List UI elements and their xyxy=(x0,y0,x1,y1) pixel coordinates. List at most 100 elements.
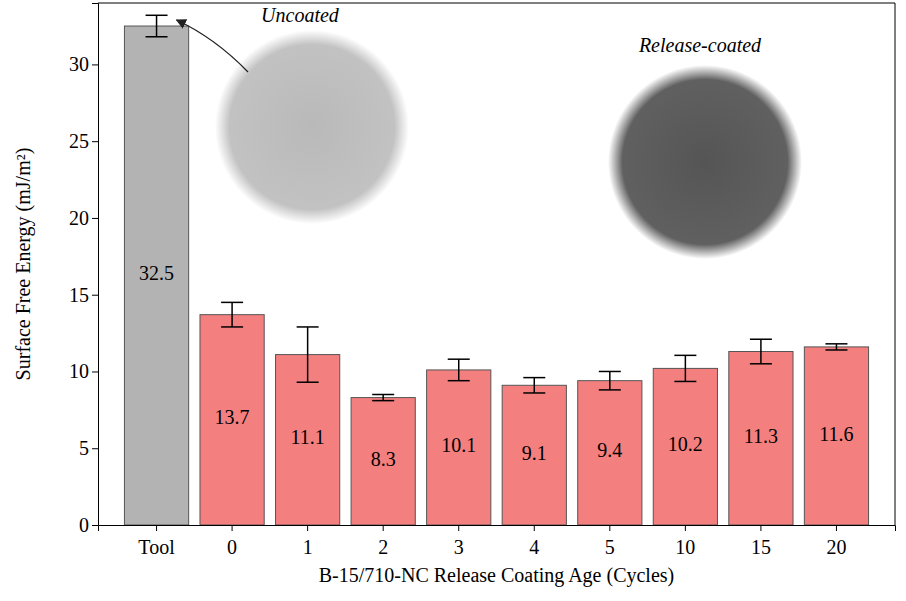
x-tick-label: 0 xyxy=(227,536,237,558)
error-bar xyxy=(674,355,696,381)
x-axis-line xyxy=(99,526,896,532)
data-label: 10.1 xyxy=(441,434,476,456)
error-bar-stem xyxy=(231,302,233,327)
y-tick-mark xyxy=(92,525,98,526)
error-bar-cap xyxy=(750,338,772,340)
y-axis: 0 5 10 15 20 25 30 xyxy=(69,4,99,536)
x-tick-label: 15 xyxy=(751,536,771,558)
y-tick-label: 25 xyxy=(69,130,89,152)
error-bar xyxy=(750,339,772,364)
error-bar xyxy=(448,359,470,380)
error-bar-cap xyxy=(523,392,545,394)
y-tick: 10 xyxy=(69,360,98,382)
x-tick: 1 xyxy=(303,525,313,558)
error-bar-stem xyxy=(836,344,838,350)
bar xyxy=(351,398,415,525)
x-tick-mark xyxy=(383,525,384,531)
error-bar-cap xyxy=(448,358,470,360)
y-tick: 15 xyxy=(69,284,98,306)
arrow xyxy=(177,20,248,72)
y-axis-line xyxy=(92,4,99,526)
data-label: 11.3 xyxy=(744,425,778,447)
x-tick-mark xyxy=(836,525,837,531)
x-tick-label: 10 xyxy=(675,536,695,558)
error-bar-stem xyxy=(534,378,536,393)
x-tick: 2 xyxy=(378,525,388,558)
y-tick-label: 20 xyxy=(69,207,89,229)
x-tick: Tool xyxy=(138,525,175,558)
x-tick-label: Tool xyxy=(138,536,175,558)
bar xyxy=(729,352,793,525)
x-tick-label: 20 xyxy=(826,536,846,558)
error-bar-stem xyxy=(307,327,309,382)
x-tick-label: 4 xyxy=(529,536,539,558)
x-tick: 20 xyxy=(826,525,846,558)
error-bar xyxy=(146,15,168,36)
x-tick-mark xyxy=(156,525,157,531)
y-tick-label: 30 xyxy=(69,53,89,75)
data-label: 9.1 xyxy=(522,442,547,464)
y-tick: 0 xyxy=(79,514,98,536)
error-bar xyxy=(523,378,545,393)
error-bar xyxy=(825,344,847,350)
x-tick-mark xyxy=(760,525,761,531)
x-tick-label: 2 xyxy=(378,536,388,558)
data-label: 9.4 xyxy=(597,439,622,461)
y-tick-mark xyxy=(92,218,98,219)
x-tick-mark xyxy=(609,525,610,531)
error-bar xyxy=(599,371,621,389)
data-label: 10.2 xyxy=(668,433,703,455)
bar xyxy=(804,347,868,525)
data-labels: 32.513.711.18.310.19.19.410.211.311.6 xyxy=(139,262,854,470)
data-label: 11.1 xyxy=(291,426,325,448)
bar xyxy=(578,381,642,525)
annotation: Uncoated xyxy=(261,4,340,26)
error-bar-cap xyxy=(297,381,319,383)
plot-frame xyxy=(98,3,895,525)
y-tick-mark xyxy=(92,371,98,372)
y-tick-mark xyxy=(92,448,98,449)
error-bar-stem xyxy=(156,15,158,36)
error-bar-cap xyxy=(146,15,168,17)
x-tick: 3 xyxy=(454,525,464,558)
y-axis-title: Surface Free Energy (mJ/m²) xyxy=(12,148,35,381)
bar xyxy=(124,26,188,525)
x-tick-mark xyxy=(534,525,535,531)
error-bar-cap xyxy=(825,343,847,345)
x-tick-mark xyxy=(685,525,686,531)
error-bar-cap xyxy=(825,349,847,351)
error-bar-stem xyxy=(609,371,611,389)
error-bar-stem xyxy=(760,339,762,364)
x-tick: 10 xyxy=(675,525,695,558)
insets xyxy=(215,30,802,259)
y-tick-mark xyxy=(92,141,98,142)
error-bar-cap xyxy=(372,400,394,402)
error-bar xyxy=(221,302,243,327)
error-bar-cap xyxy=(599,389,621,391)
inset-coated xyxy=(608,65,802,259)
x-tick-mark xyxy=(232,525,233,531)
annotation: Release-coated xyxy=(638,34,762,56)
y-tick-mark xyxy=(92,295,98,296)
error-bar-stem xyxy=(685,355,687,381)
annotations: Uncoated Release-coated xyxy=(261,4,762,56)
y-tick: 5 xyxy=(79,437,98,459)
error-bar xyxy=(372,395,394,401)
y-tick-mark xyxy=(92,64,98,65)
y-tick-label: 10 xyxy=(69,360,89,382)
error-bar-stem xyxy=(458,359,460,380)
error-bar-cap xyxy=(221,302,243,304)
error-bar-cap xyxy=(448,380,470,382)
x-tick: 0 xyxy=(227,525,237,558)
y-tick: 30 xyxy=(69,53,98,75)
x-tick: 15 xyxy=(751,525,771,558)
x-tick-mark xyxy=(307,525,308,531)
error-bar-stem xyxy=(382,395,384,401)
data-label: 8.3 xyxy=(371,448,396,470)
bar xyxy=(200,315,264,525)
marks xyxy=(124,15,868,525)
x-tick-label: 3 xyxy=(454,536,464,558)
error-bar-cap xyxy=(674,381,696,383)
data-label: 32.5 xyxy=(139,262,174,284)
bar xyxy=(427,370,491,525)
